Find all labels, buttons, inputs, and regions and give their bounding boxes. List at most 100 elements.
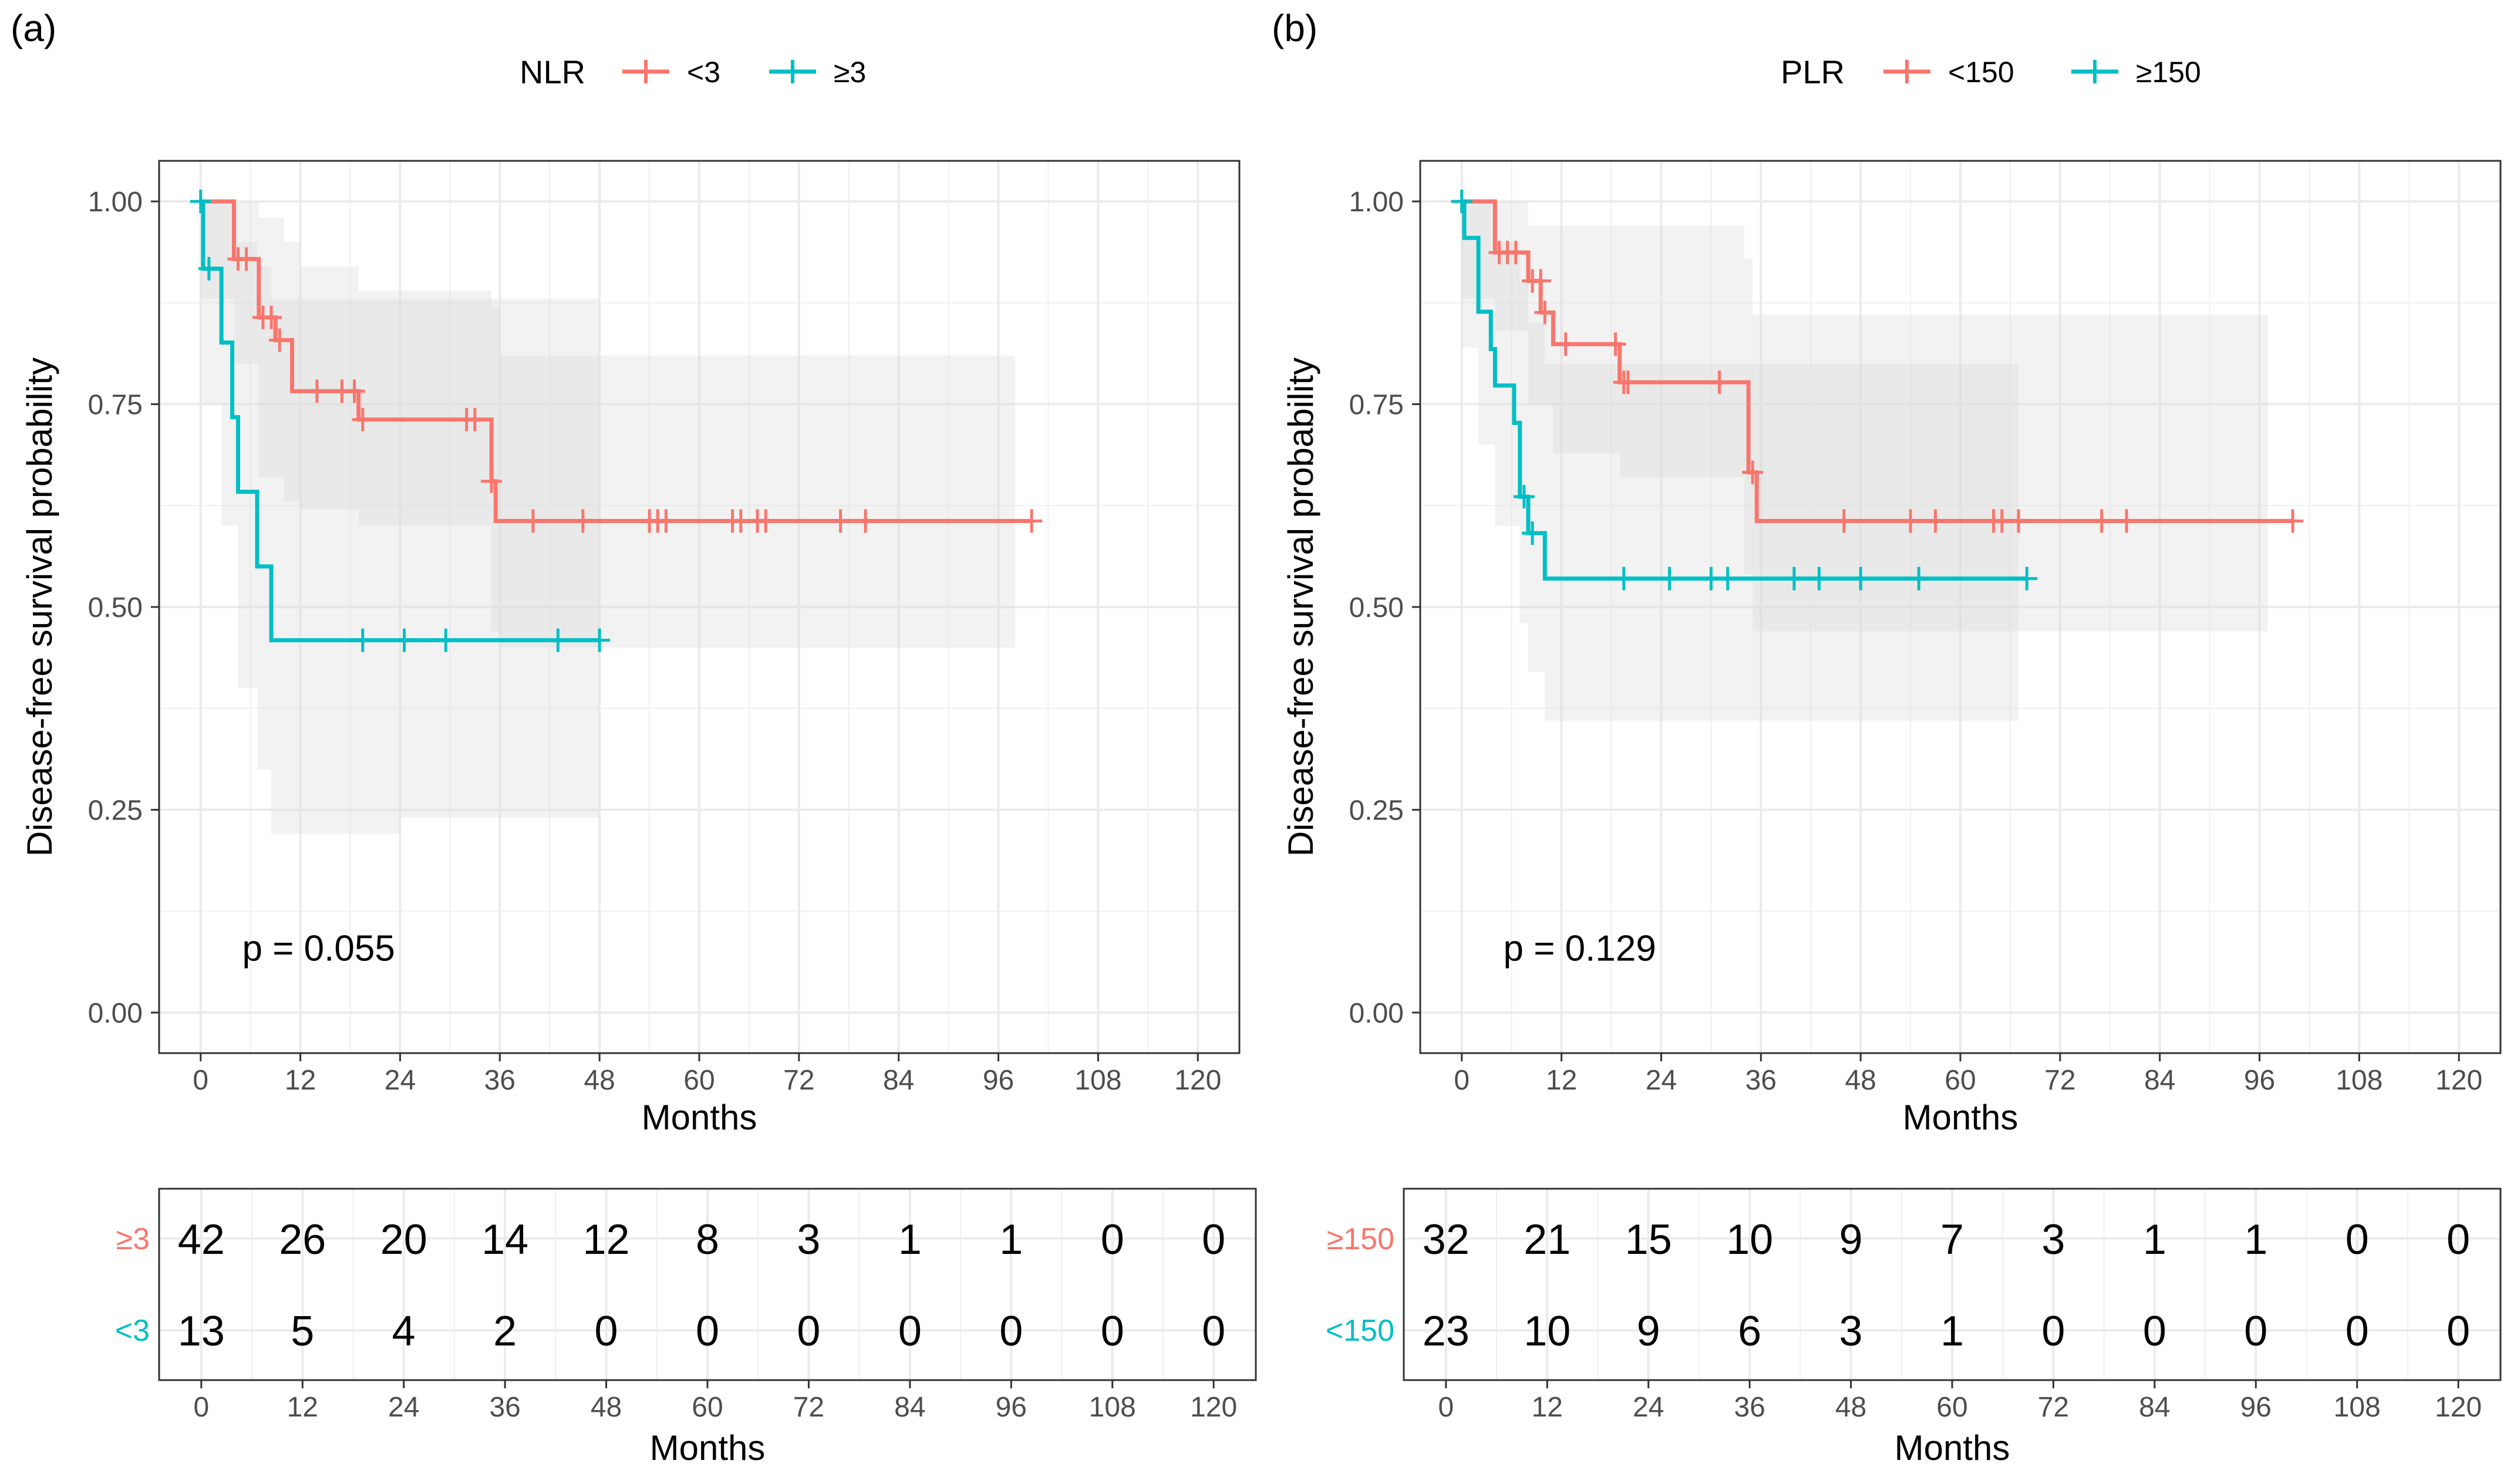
censor-mark bbox=[2091, 509, 2112, 533]
risk-count: 0 bbox=[2345, 1308, 2369, 1355]
risk-count: 0 bbox=[696, 1308, 719, 1355]
risk-group-label: ≥150 bbox=[1327, 1222, 1394, 1256]
censor-mark bbox=[1708, 370, 1730, 394]
risk-count: 0 bbox=[797, 1308, 820, 1355]
censor-mark bbox=[1530, 269, 1552, 293]
risk-x-tick-label: 48 bbox=[591, 1392, 622, 1423]
censor-mark bbox=[1513, 485, 1535, 509]
x-tick-label: 108 bbox=[1074, 1065, 1121, 1096]
panel-label: (a) bbox=[11, 7, 56, 49]
risk-count: 1 bbox=[2143, 1216, 2166, 1263]
censor-mark bbox=[1659, 566, 1680, 591]
censor-mark bbox=[1534, 301, 1556, 325]
censor-mark bbox=[1021, 509, 1043, 533]
risk-count: 0 bbox=[1202, 1308, 1225, 1355]
x-tick-label: 12 bbox=[285, 1065, 316, 1096]
risk-count: 7 bbox=[1940, 1216, 1964, 1263]
censor-mark bbox=[522, 509, 544, 533]
y-tick-label: 0.50 bbox=[1349, 592, 1404, 623]
y-tick-label: 0.75 bbox=[1349, 390, 1404, 421]
risk-count: 0 bbox=[2446, 1216, 2470, 1263]
risk-x-tick-label: 36 bbox=[1734, 1392, 1765, 1423]
censor-mark bbox=[393, 628, 415, 652]
risk-count: 0 bbox=[2041, 1308, 2065, 1355]
risk-count: 12 bbox=[583, 1216, 630, 1263]
p-value: p = 0.129 bbox=[1504, 928, 1656, 969]
censor-mark bbox=[1451, 190, 1472, 214]
censor-mark bbox=[1555, 332, 1576, 356]
y-axis-title: Disease-free survival probability bbox=[1281, 357, 1320, 856]
risk-count: 9 bbox=[1839, 1216, 1863, 1263]
legend: NLR <3 ≥3 bbox=[520, 53, 866, 90]
x-tick-label: 36 bbox=[1745, 1065, 1777, 1096]
risk-count: 8 bbox=[696, 1216, 719, 1263]
censor-mark bbox=[1522, 521, 1544, 545]
risk-count: 42 bbox=[178, 1216, 225, 1263]
risk-count: 10 bbox=[1524, 1308, 1571, 1355]
risk-x-tick-label: 72 bbox=[2038, 1392, 2069, 1423]
x-tick-label: 72 bbox=[783, 1065, 814, 1096]
risk-count: 3 bbox=[2041, 1216, 2065, 1263]
legend-label: ≥150 bbox=[2136, 56, 2201, 89]
x-tick-label: 0 bbox=[1454, 1065, 1470, 1096]
risk-group-label: <3 bbox=[115, 1314, 150, 1348]
risk-x-tick-label: 0 bbox=[1438, 1392, 1454, 1423]
censor-mark bbox=[572, 509, 594, 533]
risk-count: 1 bbox=[898, 1216, 922, 1263]
ci-band-high bbox=[1461, 201, 2019, 721]
risk-count: 0 bbox=[2345, 1216, 2369, 1263]
censor-mark bbox=[830, 509, 851, 533]
risk-count: 3 bbox=[1839, 1308, 1863, 1355]
censor-mark bbox=[261, 305, 282, 329]
risk-count: 32 bbox=[1423, 1216, 1470, 1263]
y-axis-title: Disease-free survival probability bbox=[20, 357, 59, 856]
censor-mark bbox=[2008, 509, 2030, 533]
survival-plot: p = 0.129 0 12 24 36 48 60 72 84 96 108 120 0.00 0.25… bbox=[1281, 160, 2502, 1137]
censor-mark bbox=[1850, 566, 1872, 591]
risk-x-tick-label: 120 bbox=[1190, 1392, 1237, 1423]
ci-band-high bbox=[200, 201, 600, 834]
censor-mark bbox=[1833, 509, 1855, 533]
risk-count: 0 bbox=[2446, 1308, 2470, 1355]
p-value: p = 0.055 bbox=[242, 928, 395, 969]
risk-x-tick-label: 120 bbox=[2435, 1392, 2482, 1423]
risk-count: 0 bbox=[1202, 1216, 1225, 1263]
ci-band-low bbox=[200, 201, 1015, 648]
legend-label: <3 bbox=[687, 56, 720, 89]
x-tick-label: 48 bbox=[1845, 1065, 1876, 1096]
risk-x-tick-label: 96 bbox=[2240, 1392, 2272, 1423]
x-tick-label: 60 bbox=[683, 1065, 715, 1096]
risk-count: 13 bbox=[178, 1308, 225, 1355]
risk-x-tick-label: 24 bbox=[388, 1392, 419, 1423]
risk-count: 15 bbox=[1625, 1216, 1672, 1263]
censor-mark bbox=[352, 628, 373, 652]
risk-count: 0 bbox=[1101, 1308, 1124, 1355]
censor-mark bbox=[755, 509, 777, 533]
x-tick-label: 84 bbox=[2144, 1065, 2175, 1096]
risk-count: 21 bbox=[1524, 1216, 1571, 1263]
risk-count: 1 bbox=[2244, 1216, 2267, 1263]
censor-mark bbox=[1605, 332, 1626, 356]
risk-count: 0 bbox=[999, 1308, 1023, 1355]
risk-x-tick-label: 12 bbox=[1532, 1392, 1563, 1423]
censor-mark bbox=[352, 407, 373, 431]
x-tick-label: 24 bbox=[385, 1065, 416, 1096]
risk-x-tick-label: 24 bbox=[1633, 1392, 1664, 1423]
risk-table: ≥3 42 26 20 14 12 8 3 1 1 0 0<3 13 5 4 2 0 0 0 0 0 0 00 12 24 36 4… bbox=[115, 1188, 1257, 1468]
x-tick-label: 120 bbox=[1174, 1065, 1221, 1096]
y-tick-label: 0.50 bbox=[88, 592, 143, 623]
censor-mark bbox=[1617, 370, 1639, 394]
x-tick-label: 108 bbox=[2336, 1065, 2382, 1096]
risk-group-label: ≥3 bbox=[116, 1222, 150, 1256]
ci-band-low bbox=[1461, 201, 2268, 632]
risk-x-tick-label: 72 bbox=[793, 1392, 824, 1423]
legend: PLR <150 ≥150 bbox=[1781, 53, 2201, 90]
y-tick-label: 0.75 bbox=[88, 390, 143, 421]
risk-count: 6 bbox=[1738, 1308, 1761, 1355]
x-tick-label: 84 bbox=[883, 1065, 914, 1096]
x-tick-label: 48 bbox=[584, 1065, 615, 1096]
risk-x-tick-label: 12 bbox=[287, 1392, 318, 1423]
risk-x-tick-label: 36 bbox=[489, 1392, 520, 1423]
